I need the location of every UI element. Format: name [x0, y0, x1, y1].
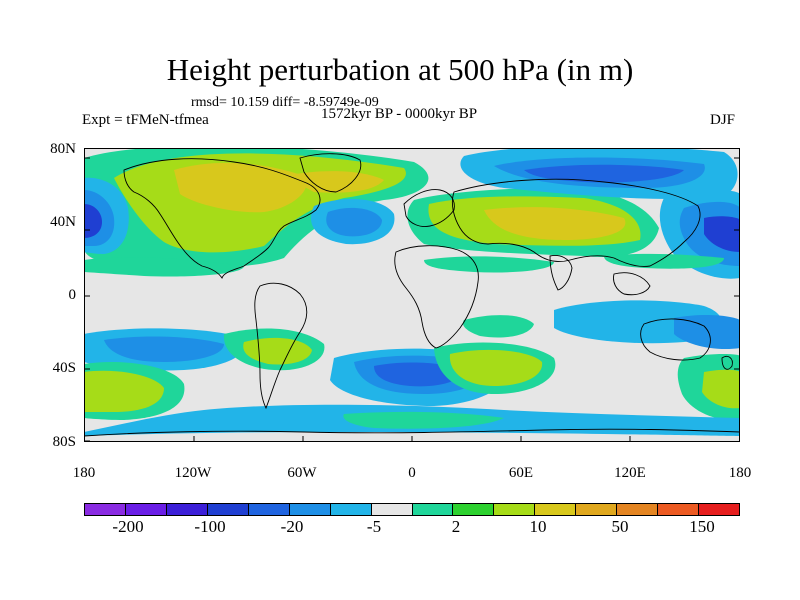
coast-greenland	[299, 153, 362, 193]
colorbar-label-50: 50	[611, 517, 629, 536]
coast-north-america	[123, 158, 321, 280]
map-ticks	[84, 157, 740, 442]
lat-label-40n: 40N	[50, 214, 76, 230]
colorbar-swatch-9	[453, 504, 495, 515]
contour-eu-yellow	[484, 207, 626, 240]
coast-newzealand	[721, 355, 733, 370]
colorbar-label-150: 150	[689, 517, 715, 536]
coastlines	[84, 153, 740, 437]
lon-label-120w: 120W	[174, 465, 212, 481]
lon-label-0: 0	[408, 465, 416, 481]
colorbar-swatch-14	[658, 504, 700, 515]
lat-label-80n: 80N	[50, 141, 76, 157]
coast-india	[549, 255, 573, 291]
coast-australia	[640, 318, 711, 361]
colorbar-swatch-5	[289, 504, 331, 515]
lon-label-120e: 120E	[614, 465, 646, 481]
contour-atlantic-neg-mid	[326, 207, 382, 237]
colorbar-swatch-2	[166, 504, 208, 515]
colorbar-swatch-13	[617, 504, 659, 515]
colorbar-swatch-8	[412, 504, 454, 515]
coast-antarctica	[84, 428, 740, 437]
colorbar-swatch-1	[125, 504, 167, 515]
stats-text: rmsd= 10.159 diff= -8.59749e-09	[191, 95, 379, 110]
contour-sh-pos-sa-green	[243, 337, 312, 365]
coast-europe	[403, 189, 455, 227]
lat-label-40s: 40S	[52, 360, 76, 376]
contour-sw-pos-green	[84, 370, 164, 412]
contour-sh-neg-indian-mid	[674, 314, 740, 350]
contour-antarctic-green	[343, 411, 504, 429]
colorbar-label-neg20: -20	[280, 517, 304, 536]
period-text: 1572kyr BP - 0000kyr BP	[321, 106, 478, 122]
colorbar-label-neg100: -100	[194, 517, 226, 536]
colorbar	[84, 503, 740, 516]
coast-asia	[451, 178, 701, 267]
contour-pacific-neg-dark	[524, 164, 684, 183]
contour-fields	[84, 148, 740, 442]
lon-label-180e: 180	[728, 465, 752, 481]
lat-label-80s: 80S	[52, 434, 76, 450]
coast-seasia	[613, 272, 651, 296]
perturbation-map	[84, 148, 740, 442]
colorbar-swatch-15	[699, 504, 739, 515]
lat-label-0: 0	[68, 287, 77, 303]
plot-title: Height perturbation at 500 hPa (in m)	[166, 52, 634, 87]
colorbar-swatch-11	[535, 504, 577, 515]
season-label: DJF	[710, 112, 736, 128]
contour-tropic-light-1	[84, 257, 244, 277]
colorbar-swatch-12	[576, 504, 618, 515]
contour-na-yellow2	[284, 171, 384, 193]
lon-label-60w: 60W	[287, 465, 317, 481]
colorbar-swatch-7	[371, 504, 413, 515]
contour-east-neg-dark	[704, 216, 740, 252]
colorbar-swatch-6	[330, 504, 372, 515]
colorbar-label-2: 2	[451, 517, 461, 536]
contour-se-pos-green	[702, 369, 740, 409]
colorbar-label-10: 10	[529, 517, 547, 536]
coast-africa	[394, 245, 479, 349]
contour-sh-light-africa	[462, 315, 534, 338]
contour-sio-pos-green	[449, 349, 543, 386]
colorbar-swatch-4	[248, 504, 290, 515]
colorbar-swatch-0	[85, 504, 126, 515]
coast-south-america	[254, 282, 308, 410]
contour-na-yellow	[174, 162, 307, 213]
colorbar-label-neg200: -200	[112, 517, 144, 536]
colorbar-swatch-10	[494, 504, 536, 515]
contour-sh-neg-pac-mid	[104, 336, 224, 362]
lon-label-180w: 180	[72, 465, 96, 481]
contour-tropic-light-2	[424, 256, 554, 273]
lon-label-60e: 60E	[508, 465, 534, 481]
colorbar-swatch-3	[207, 504, 249, 515]
colorbar-label-neg5: -5	[366, 517, 382, 536]
experiment-label: Expt = tFMeN-tfmea	[82, 112, 209, 128]
